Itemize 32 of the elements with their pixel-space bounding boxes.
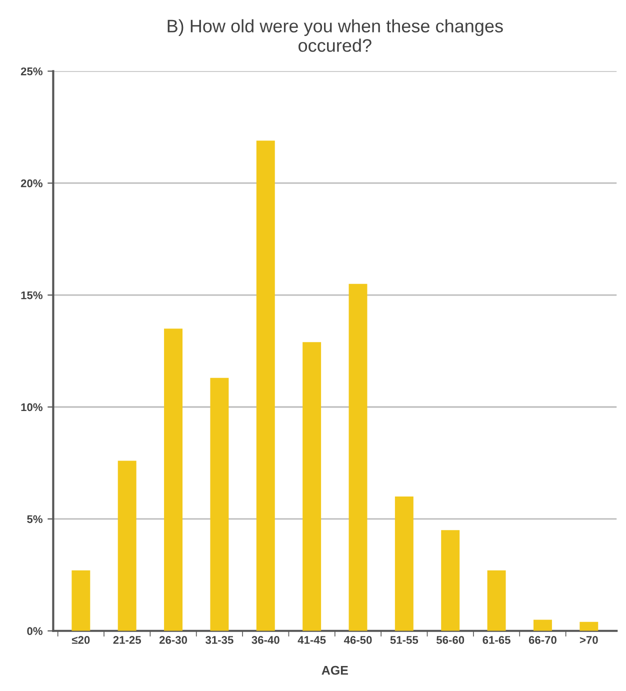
x-tick-label: 21-25 (113, 636, 141, 644)
x-tick-label: 26-30 (159, 636, 188, 644)
y-tick-label: 10% (21, 403, 42, 412)
y-tick-label: 5% (27, 515, 42, 524)
x-tick-label: 61-65 (482, 636, 510, 644)
y-tick-label: 20% (20, 179, 42, 188)
x-axis-title: AGE (322, 666, 348, 675)
bar (441, 530, 460, 631)
x-tick-label: 41-45 (298, 636, 326, 644)
x-tick-label: 36-40 (252, 636, 280, 644)
x-tick-label: 66-70 (528, 636, 556, 644)
y-tick-label: 0% (27, 627, 42, 636)
bar (164, 328, 183, 631)
bar (348, 284, 368, 631)
chart-title: B) How old were you when these changes occured? (168, 19, 503, 52)
bar (256, 140, 275, 631)
x-tick-label: 46-50 (344, 636, 372, 644)
x-tick-label: 31-35 (206, 636, 234, 644)
x-tick-label: ≤20 (72, 636, 90, 644)
x-tick-label: >70 (580, 636, 598, 644)
x-tick-label: 56-60 (436, 636, 464, 644)
bar (118, 460, 136, 631)
bar (533, 620, 552, 631)
bar (580, 622, 598, 631)
x-tick-label: 51-55 (390, 636, 418, 644)
bar (487, 570, 506, 631)
bar (210, 378, 229, 631)
bar (302, 342, 322, 631)
y-tick-label: 15% (21, 291, 42, 300)
bar (72, 570, 90, 631)
y-tick-label: 25% (20, 67, 42, 76)
bar (394, 496, 414, 631)
